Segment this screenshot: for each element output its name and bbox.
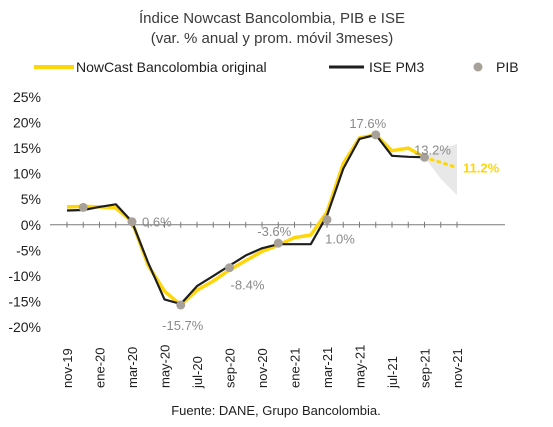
y-tick-label: -15% — [8, 293, 41, 309]
chart-subtitle: (var. % anual y prom. móvil 3meses) — [151, 30, 394, 47]
x-tick-label: jul-20 — [190, 356, 205, 389]
x-tick-label: jul-21 — [385, 356, 400, 389]
data-label: 13.2% — [414, 142, 451, 157]
x-tick-label: mar-20 — [125, 347, 140, 388]
x-tick-label: ene-20 — [93, 348, 108, 388]
y-tick-label: 0% — [21, 217, 41, 233]
x-tick-label: mar-21 — [320, 347, 335, 388]
x-tick-label: nov-21 — [450, 348, 465, 388]
x-tick-label: nov-20 — [255, 348, 270, 388]
y-tick-label: -20% — [8, 319, 41, 335]
data-label: -15.7% — [162, 318, 204, 333]
y-tick-label: 5% — [21, 191, 41, 207]
y-tick-label: -5% — [16, 242, 41, 258]
pib-point — [225, 263, 234, 273]
pib-point — [371, 130, 381, 140]
x-tick-label: nov-19 — [60, 348, 75, 388]
y-tick-label: 25% — [13, 89, 41, 105]
x-tick-label: may-20 — [158, 345, 173, 388]
data-label: 0.6% — [142, 215, 172, 230]
y-tick-label: -10% — [8, 268, 41, 284]
y-tick-label: 10% — [13, 166, 41, 182]
y-tick-label: 15% — [13, 140, 41, 156]
legend-label-ise: ISE PM3 — [369, 59, 424, 75]
x-tick-label: sep-21 — [418, 348, 433, 388]
pib-point — [176, 300, 186, 310]
data-label: 1.0% — [325, 232, 355, 247]
plot-area: 25% 20% 15% 10% 5% 0% -5% -10% -15% -20% nov-19 ene… — [8, 89, 505, 389]
data-label: 11.2% — [463, 161, 500, 176]
data-label: 17.6% — [349, 116, 386, 131]
data-label: -3.6% — [257, 224, 291, 239]
pib-point — [322, 215, 332, 225]
forecast-band — [424, 144, 457, 196]
x-tick-label: sep-20 — [223, 348, 238, 388]
legend: NowCast Bancolombia original ISE PM3 PIB — [34, 59, 519, 75]
forecast-line — [423, 155, 459, 170]
legend-marker-pib — [473, 62, 483, 72]
pib-point — [127, 217, 137, 227]
chart-title: Índice Nowcast Bancolombia, PIB e ISE — [139, 10, 405, 27]
pib-point — [273, 238, 283, 248]
data-label: -8.4% — [231, 278, 265, 293]
series-line-ise — [66, 133, 425, 306]
x-tick-label: may-21 — [353, 345, 368, 388]
y-tick-label: 20% — [13, 115, 41, 131]
source-note: Fuente: DANE, Grupo Bancolombia. — [171, 403, 381, 418]
pib-point — [420, 152, 429, 162]
pib-point — [78, 202, 88, 212]
legend-label-pib: PIB — [496, 59, 519, 75]
legend-label-nowcast: NowCast Bancolombia original — [76, 59, 267, 75]
x-tick-label: ene-21 — [288, 348, 303, 388]
